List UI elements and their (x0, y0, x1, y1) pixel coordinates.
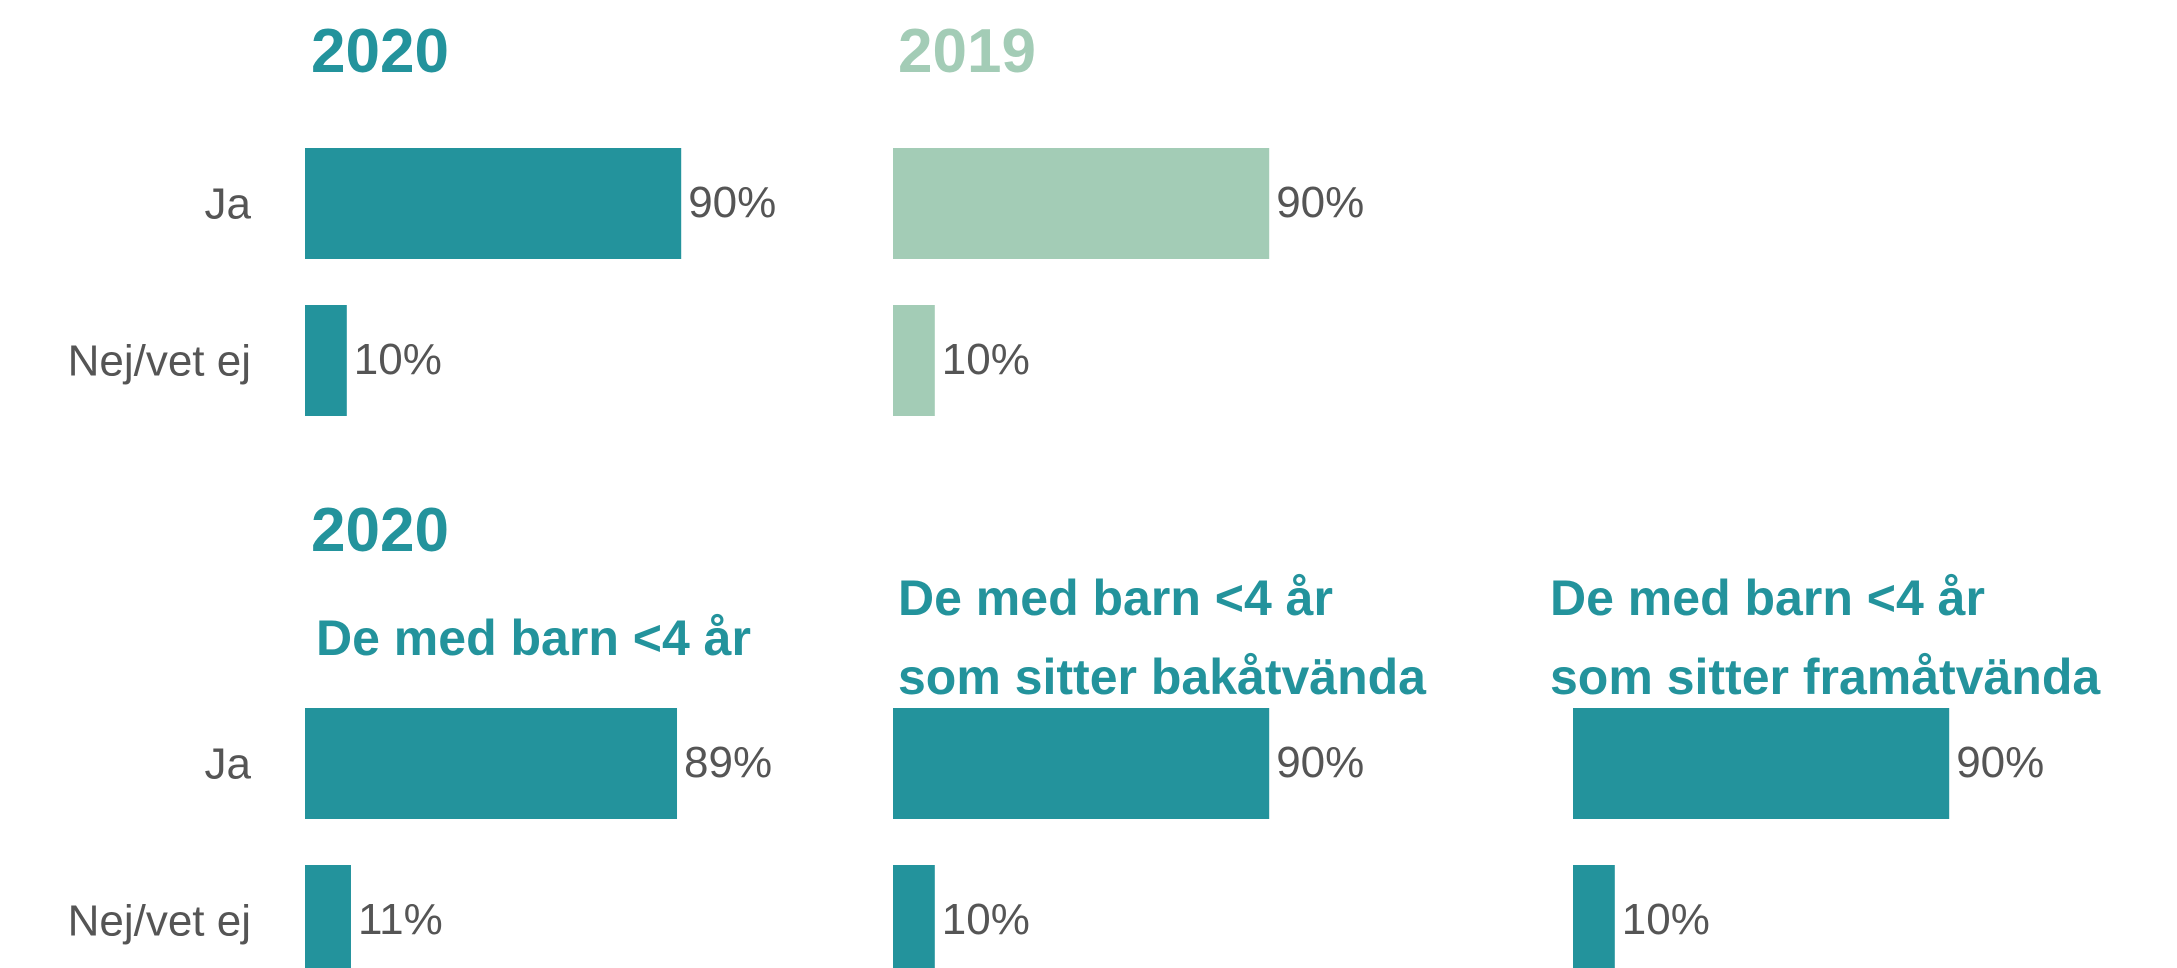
bar (893, 148, 1270, 259)
value-label: 10% (354, 335, 442, 384)
panel-title: 2019 (898, 17, 1036, 86)
panel-title: De med barn <4 år (316, 610, 751, 666)
value-label: 10% (942, 895, 1030, 944)
category-label: Nej/vet ej (68, 897, 251, 946)
value-label: 90% (688, 178, 776, 227)
value-label: 10% (1622, 895, 1710, 944)
bar (893, 865, 935, 968)
bar (1573, 865, 1615, 968)
value-label: 11% (358, 895, 443, 944)
panel-title: som sitter framåtvända (1550, 649, 2101, 705)
panel-title: som sitter bakåtvända (898, 649, 1427, 705)
value-label: 90% (1276, 178, 1364, 227)
section-title: 2020 (311, 496, 449, 565)
bar (305, 148, 682, 259)
bar (305, 305, 347, 416)
panel-title: De med barn <4 år (898, 570, 1333, 626)
category-label: Ja (205, 740, 252, 789)
value-label: 10% (942, 335, 1030, 384)
bar (305, 708, 678, 819)
category-label: Nej/vet ej (68, 337, 251, 386)
bar (893, 708, 1270, 819)
value-label: 90% (1276, 738, 1364, 787)
bar (1573, 708, 1950, 819)
value-label: 89% (684, 738, 772, 787)
panel-title: De med barn <4 år (1550, 570, 1985, 626)
panel-title: 2020 (311, 17, 449, 86)
bar (305, 865, 351, 968)
bar (893, 305, 935, 416)
category-label: Ja (205, 180, 252, 229)
value-label: 90% (1956, 738, 2044, 787)
